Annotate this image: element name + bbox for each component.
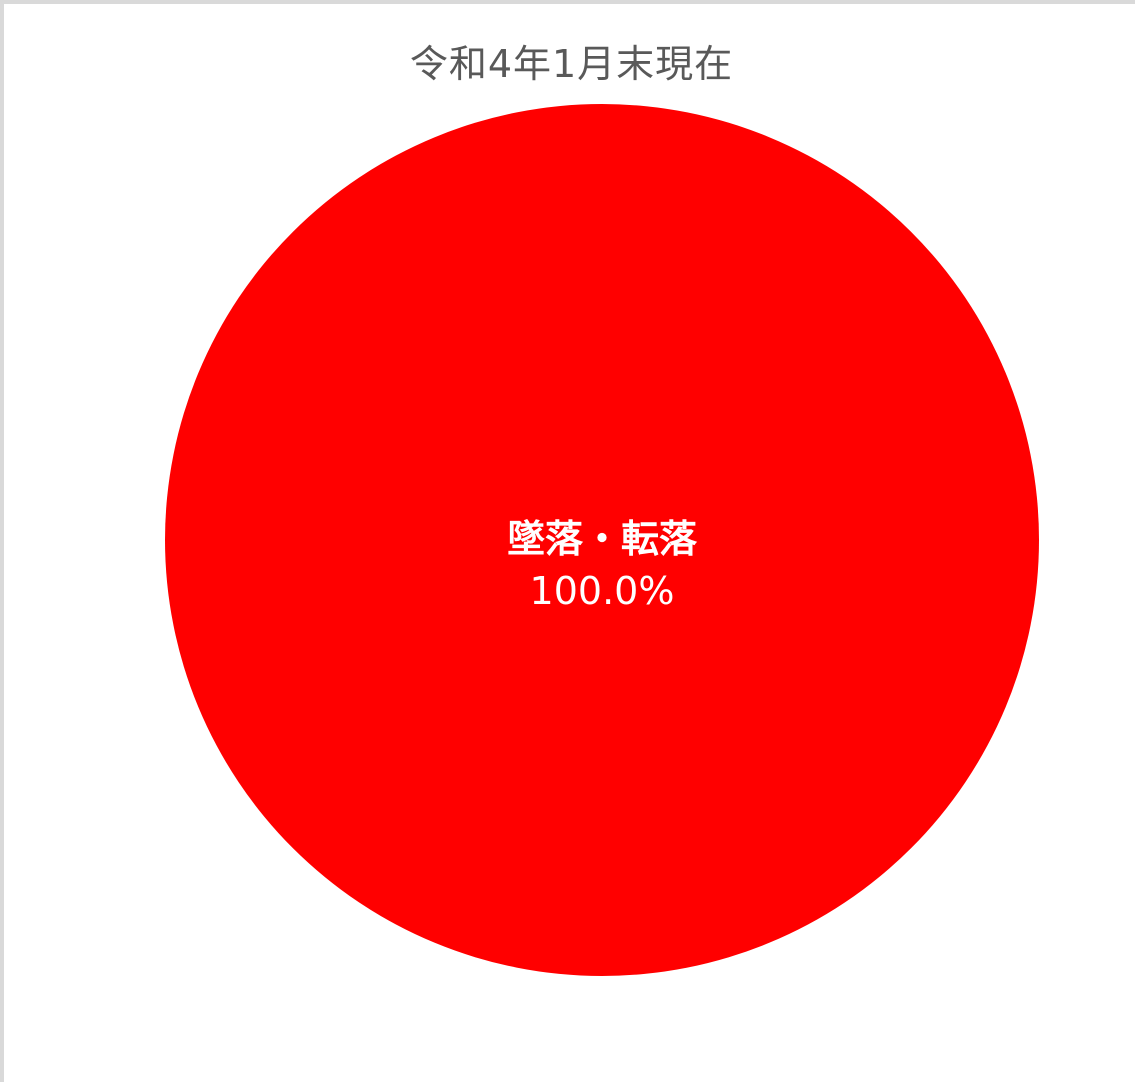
slice-label: 墜落・転落 — [507, 517, 698, 561]
chart-title: 令和4年1月末現在 — [409, 42, 734, 86]
slice-value-label: 100.0% — [530, 569, 675, 613]
pie-chart: 墜落・転落 100.0% — [165, 104, 1039, 976]
pie-slice — [165, 104, 1039, 976]
